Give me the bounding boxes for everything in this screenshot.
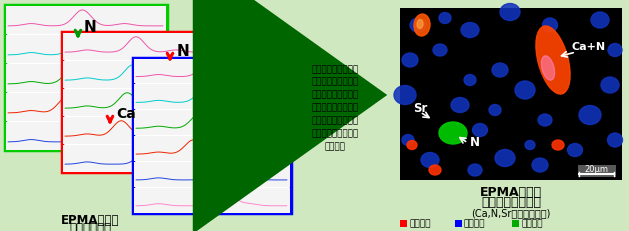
Ellipse shape [601,77,619,93]
Ellipse shape [433,44,447,56]
Bar [400,220,407,227]
Text: EPMAによる: EPMAによる [480,185,542,198]
Ellipse shape [579,106,601,125]
Ellipse shape [525,140,535,149]
Text: 定性分析結果による
元素を基にマッピン
グ分析で得られた元
素分布を重ね合わせ
ることで各粒子に存
在する元素が確認で
きます。: 定性分析結果による 元素を基にマッピン グ分析で得られた元 素分布を重ね合わせ … [311,65,359,151]
Ellipse shape [500,3,520,21]
Ellipse shape [552,140,564,150]
Ellipse shape [538,114,552,126]
Ellipse shape [451,97,469,112]
Ellipse shape [489,104,501,116]
Bar [134,84,290,109]
Ellipse shape [402,134,414,146]
Ellipse shape [472,124,487,137]
Bar [6,34,166,63]
Bar [63,33,216,60]
Ellipse shape [439,122,467,144]
Ellipse shape [542,18,557,32]
Ellipse shape [608,133,623,147]
Ellipse shape [608,43,622,57]
Text: 青色発光: 青色発光 [464,219,486,228]
Ellipse shape [417,19,423,28]
Bar [62,32,217,172]
Ellipse shape [591,12,609,28]
Ellipse shape [468,164,482,176]
Text: 緑色発光: 緑色発光 [521,219,542,228]
Ellipse shape [461,22,479,37]
Bar [134,188,290,213]
Bar [5,5,167,150]
Bar [6,64,166,91]
Bar [134,162,290,187]
Ellipse shape [402,53,418,67]
Text: 20μm: 20μm [584,164,608,173]
Text: EPMAによる: EPMAによる [61,213,120,227]
Text: N: N [470,137,480,149]
Bar [6,122,166,149]
Ellipse shape [421,152,439,167]
Ellipse shape [567,143,582,156]
Ellipse shape [515,81,535,99]
Text: 定性分析結果: 定性分析結果 [69,222,111,231]
Ellipse shape [410,18,426,32]
Text: (Ca,N,Srの重ね合わせ): (Ca,N,Srの重ね合わせ) [471,208,550,218]
Bar [133,58,291,213]
Bar [6,6,166,33]
Bar [455,220,462,227]
Bar [63,88,216,116]
Text: マッピング分析像: マッピング分析像 [481,195,541,209]
Ellipse shape [439,12,451,24]
Ellipse shape [429,165,441,175]
Bar [134,110,290,135]
Ellipse shape [492,63,508,77]
Ellipse shape [532,158,548,172]
Bar [400,8,622,180]
Ellipse shape [536,26,570,94]
Ellipse shape [542,56,555,80]
Bar [63,61,216,88]
Bar [63,145,216,171]
Bar [512,220,519,227]
Text: Sr: Sr [240,127,257,141]
Bar [134,136,290,161]
Bar [578,165,616,177]
Ellipse shape [394,85,416,104]
Text: Sr: Sr [413,101,427,115]
Text: N: N [177,43,190,58]
Ellipse shape [414,14,430,36]
Bar [134,58,290,83]
Text: Ca+N: Ca+N [572,42,606,52]
Bar [6,92,166,121]
Ellipse shape [495,149,515,167]
Text: 赤色発光: 赤色発光 [409,219,430,228]
Ellipse shape [407,140,417,149]
Text: Ca: Ca [116,107,136,121]
Bar [63,116,216,143]
Ellipse shape [464,75,476,85]
Text: N: N [84,21,97,36]
